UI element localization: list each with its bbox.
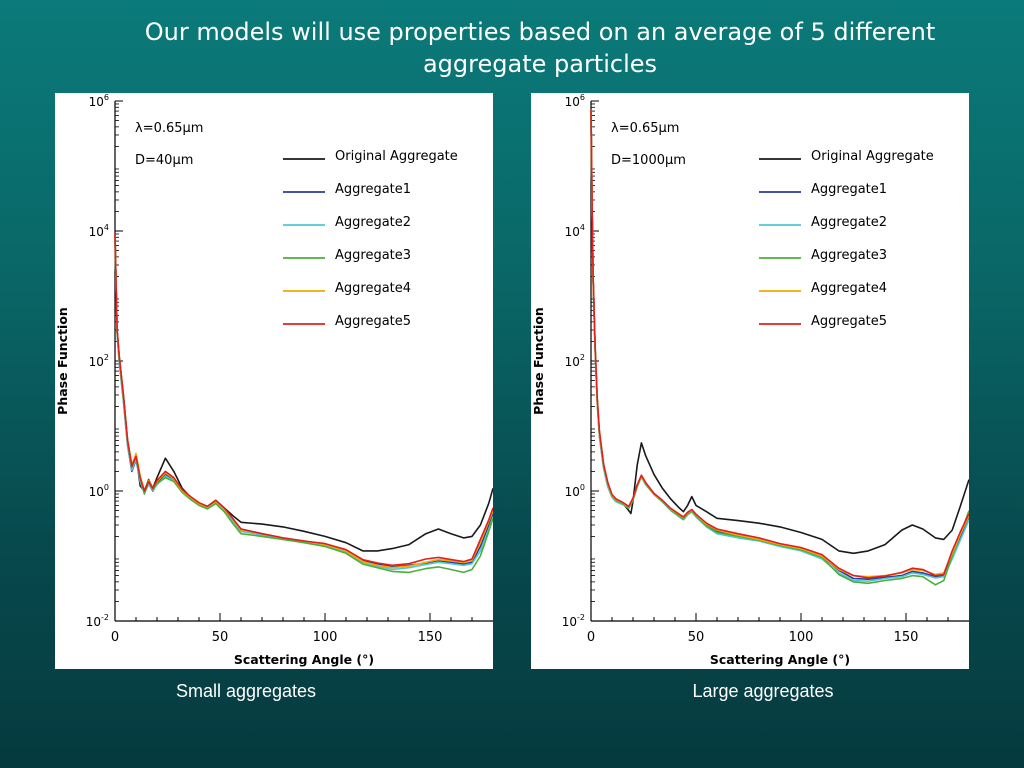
phase-function-chart-small: 0 50 100 150 106 104 102 100 10-2 Scattering Angl… <box>55 93 493 667</box>
series-line-aggregate3 <box>590 110 969 586</box>
series-line-aggregate4 <box>590 110 969 578</box>
y-tick-label: 106 <box>89 93 109 109</box>
legend-entry: Aggregate3 <box>335 248 411 263</box>
x-tick-label: 50 <box>212 630 229 645</box>
x-tick-label: 100 <box>313 630 338 645</box>
x-axis-label: Scattering Angle (°) <box>710 652 850 667</box>
series-line-aggregate3 <box>114 235 493 574</box>
legend-entry: Aggregate4 <box>811 281 887 296</box>
x-tick-label: 0 <box>111 630 119 645</box>
x-tick-label: 150 <box>418 630 443 645</box>
legend-entry: Aggregate1 <box>335 182 411 197</box>
y-axis-label: Phase Function <box>531 307 546 415</box>
y-tick-label: 106 <box>565 93 585 109</box>
chart-annotation: λ=0.65μm <box>135 121 203 136</box>
legend-entry: Original Aggregate <box>811 149 934 164</box>
legend-entry: Original Aggregate <box>335 149 458 164</box>
y-tick-label: 104 <box>89 223 109 239</box>
x-tick-label: 100 <box>789 630 814 645</box>
phase-function-chart-large: 0 50 100 150 106 104 102 100 10-2 Scattering Angl… <box>531 93 969 667</box>
y-axis-label: Phase Function <box>55 307 70 415</box>
y-tick-label: 100 <box>565 483 585 499</box>
legend-entry: Aggregate2 <box>335 215 411 230</box>
series-line-aggregate1 <box>114 237 493 568</box>
y-tick-label: 102 <box>89 353 109 369</box>
series-line-aggregate2 <box>590 111 969 583</box>
caption-small-aggregates: Small aggregates <box>175 681 317 701</box>
legend-entry: Aggregate5 <box>811 314 887 329</box>
chart-annotation: D=40μm <box>135 153 193 168</box>
y-tick-label: 10-2 <box>86 613 109 629</box>
y-tick-label: 100 <box>89 483 109 499</box>
x-tick-label: 0 <box>587 630 595 645</box>
chart-panel-small: 0 50 100 150 106 104 102 100 10-2 Scattering Angl… <box>55 93 493 669</box>
chart-annotation: D=1000μm <box>611 153 686 168</box>
y-tick-label: 10-2 <box>562 613 585 629</box>
chart-annotation: λ=0.65μm <box>611 121 679 136</box>
legend-entry: Aggregate5 <box>335 314 411 329</box>
series-line-original-aggregate <box>114 233 493 552</box>
series-line-aggregate5 <box>114 233 493 567</box>
series-line-aggregate5 <box>590 109 969 579</box>
slide-title: Our models will use properties based on … <box>144 18 936 78</box>
series-line-aggregate2 <box>114 236 493 571</box>
caption-large-aggregates: Large aggregates <box>692 681 834 701</box>
y-tick-label: 104 <box>565 223 585 239</box>
series-line-aggregate4 <box>114 234 493 569</box>
legend-entry: Aggregate2 <box>811 215 887 230</box>
series-line-aggregate1 <box>590 111 969 581</box>
legend-entry: Aggregate3 <box>811 248 887 263</box>
x-tick-label: 50 <box>688 630 705 645</box>
legend-entry: Aggregate4 <box>335 281 411 296</box>
x-tick-label: 150 <box>894 630 919 645</box>
y-tick-label: 102 <box>565 353 585 369</box>
chart-panel-large: 0 50 100 150 106 104 102 100 10-2 Scattering Angl… <box>531 93 969 669</box>
legend-entry: Aggregate1 <box>811 182 887 197</box>
x-axis-label: Scattering Angle (°) <box>234 652 374 667</box>
